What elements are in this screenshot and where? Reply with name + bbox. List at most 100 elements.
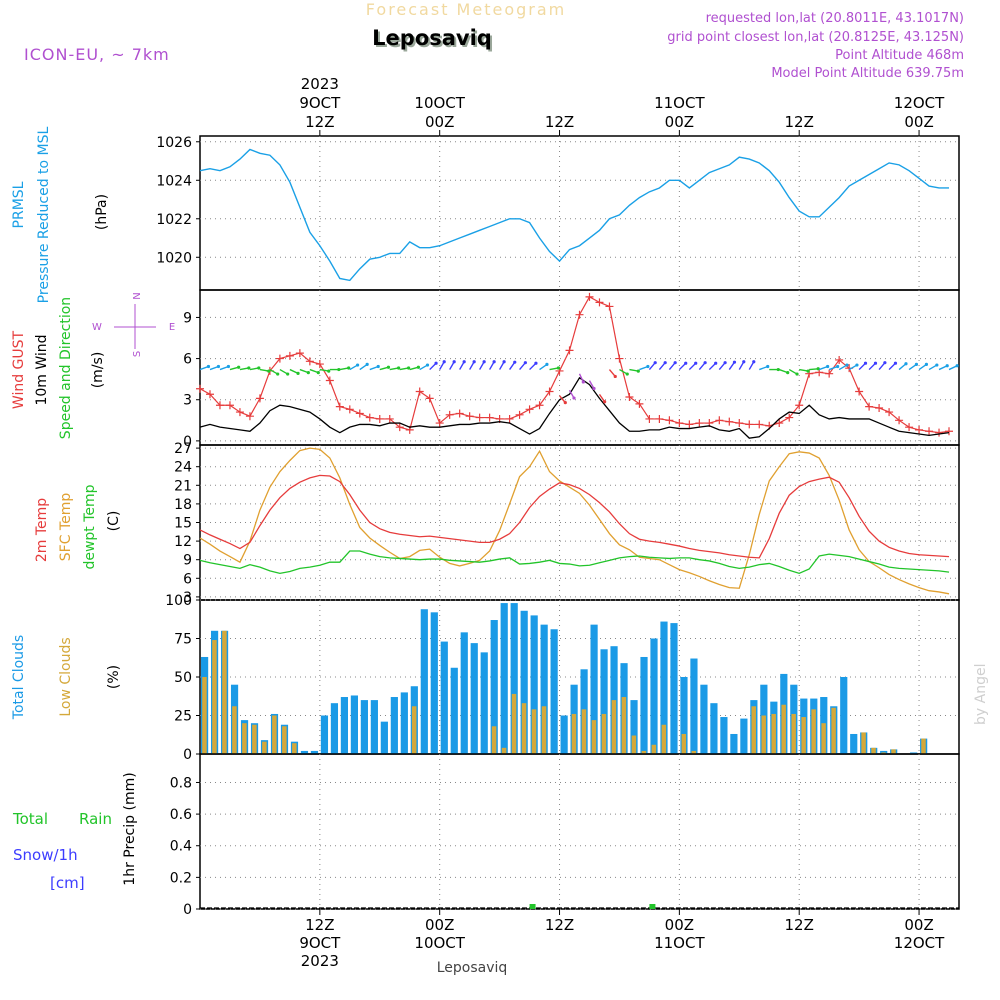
clouds-ytick-label: 50 [174, 670, 192, 686]
pressure-labels: PRMSL Pressure Reduced to MSL (hPa) [11, 126, 110, 303]
total-cloud-bar [840, 677, 848, 754]
gust-marker [505, 414, 514, 423]
wind-arrow-head [306, 371, 310, 375]
pressure-ytick-label: 1026 [156, 135, 192, 151]
gust-marker [275, 354, 284, 363]
temp-label-unit: (C) [106, 511, 122, 532]
low-cloud-bar [541, 706, 547, 754]
low-cloud-bar [751, 706, 756, 754]
wind-arrow-head [534, 361, 538, 365]
top-time-label: 00Z [425, 113, 454, 131]
gust-marker [445, 410, 454, 419]
temp-ytick-label: 15 [174, 516, 192, 532]
wind-arrow-head [347, 366, 351, 370]
gust-marker [885, 408, 894, 417]
clouds-panel: 0 25 50 75 100 [165, 593, 960, 763]
wind-arrow-head [206, 364, 211, 369]
temp-label-2m: 2m Temp [34, 498, 50, 562]
gust-marker [675, 419, 684, 428]
gust-marker [315, 360, 324, 369]
clouds-ytick-label: 100 [165, 593, 192, 609]
gust-marker [375, 414, 384, 423]
compass-west: W [92, 322, 102, 333]
top-time-label: 12Z [305, 113, 334, 131]
total-cloud-bar [340, 697, 349, 754]
total-cloud-bar [440, 641, 448, 754]
model-point-altitude: Model Point Altitude 639.75m [771, 66, 964, 81]
precip-label-snow: Snow/1h [13, 846, 78, 864]
gust-marker [615, 354, 624, 363]
wind-arrow-head [904, 362, 908, 366]
pressure-ytick-label: 1020 [156, 250, 192, 266]
wind-arrow-head [752, 360, 756, 364]
gust-marker [585, 292, 594, 301]
location-title-shadow: Leposaviq [374, 28, 494, 52]
gust-marker [735, 419, 744, 428]
low-cloud-bar [831, 707, 836, 754]
total-cloud-bar [720, 717, 728, 754]
total-cloud-bar [560, 715, 568, 754]
low-cloud-bar [651, 744, 657, 754]
low-cloud-bar [661, 724, 667, 754]
bottom-time-label: 00Z [425, 916, 454, 934]
gust-marker [285, 351, 294, 360]
temperature-labels: 2m Temp SFC Temp dewpt Temp (C) [34, 484, 122, 569]
gust-marker [335, 402, 344, 411]
low-cloud-bar [242, 723, 247, 754]
low-cloud-bar [921, 738, 926, 754]
requested-coordinates: requested lon,lat (20.8011E, 43.1017N) [706, 11, 964, 26]
wind-arrow-head [442, 360, 446, 364]
wind-arrow-head [545, 362, 549, 366]
cloud-labels: Total Clouds Low Clouds (%) [11, 635, 122, 720]
gust-marker [825, 369, 834, 378]
wind-arrow-head [684, 361, 688, 365]
wind-arrow-head [776, 367, 780, 372]
low-cloud-bar [531, 709, 537, 754]
total-cloud-bar [590, 624, 598, 754]
total-cloud-bar [530, 615, 538, 754]
wind-label-speed-dir: Speed and Direction [58, 297, 74, 439]
compass-rose: N S W E [92, 292, 175, 357]
gust-marker [625, 392, 634, 401]
gust-marker [205, 390, 214, 399]
wind-arrow-head [673, 361, 677, 365]
bottom-time-label: 10OCT [414, 934, 465, 952]
low-cloud-bar [591, 720, 597, 754]
low-cloud-bar [521, 703, 527, 754]
temp-ytick-label: 27 [174, 441, 192, 457]
precip-panel: 0 0.2 0.4 0.6 0.8 [170, 753, 960, 918]
precip-ytick-label: 0.6 [170, 807, 192, 823]
wind-arrow-head [472, 360, 476, 364]
panels-layer: 1020102210241026036936912151821242702550… [156, 135, 960, 918]
wind-ytick-label: 0 [183, 434, 192, 450]
wind-arrow-head [482, 360, 486, 364]
pressure-label-msl: Pressure Reduced to MSL [36, 126, 52, 303]
wind-arrow-head [766, 364, 770, 369]
top-time-label: 12Z [785, 113, 814, 131]
top-time-label: 9OCT [299, 94, 341, 112]
wind-arrow-head [572, 396, 576, 400]
precip-label-unit: 1hr Precip (mm) [122, 772, 138, 885]
total-cloud-bar [370, 700, 378, 754]
gust-marker [385, 414, 394, 423]
gust-marker [345, 405, 354, 414]
low-cloud-bar [222, 630, 227, 754]
gust-marker [715, 416, 724, 425]
low-cloud-bar [571, 713, 577, 754]
total-cloud-bar [430, 612, 438, 754]
total-cloud-bar [350, 695, 358, 754]
gust-marker [475, 413, 484, 422]
total-cloud-bar [450, 667, 458, 754]
precip-label-cm: [cm] [50, 874, 85, 892]
total-cloud-bar [300, 750, 309, 754]
wind-speed-line [199, 376, 950, 439]
total-cloud-bar [520, 610, 528, 754]
compass-south: S [132, 351, 143, 357]
total-cloud-bar [310, 750, 319, 754]
cloud-label-total: Total Clouds [11, 635, 27, 720]
clouds-ytick-label: 0 [183, 747, 192, 763]
gust-marker [435, 419, 444, 428]
wind-arrow-head [703, 361, 707, 365]
low-cloud-bar [411, 706, 417, 754]
wind-arrow-head [286, 372, 290, 376]
